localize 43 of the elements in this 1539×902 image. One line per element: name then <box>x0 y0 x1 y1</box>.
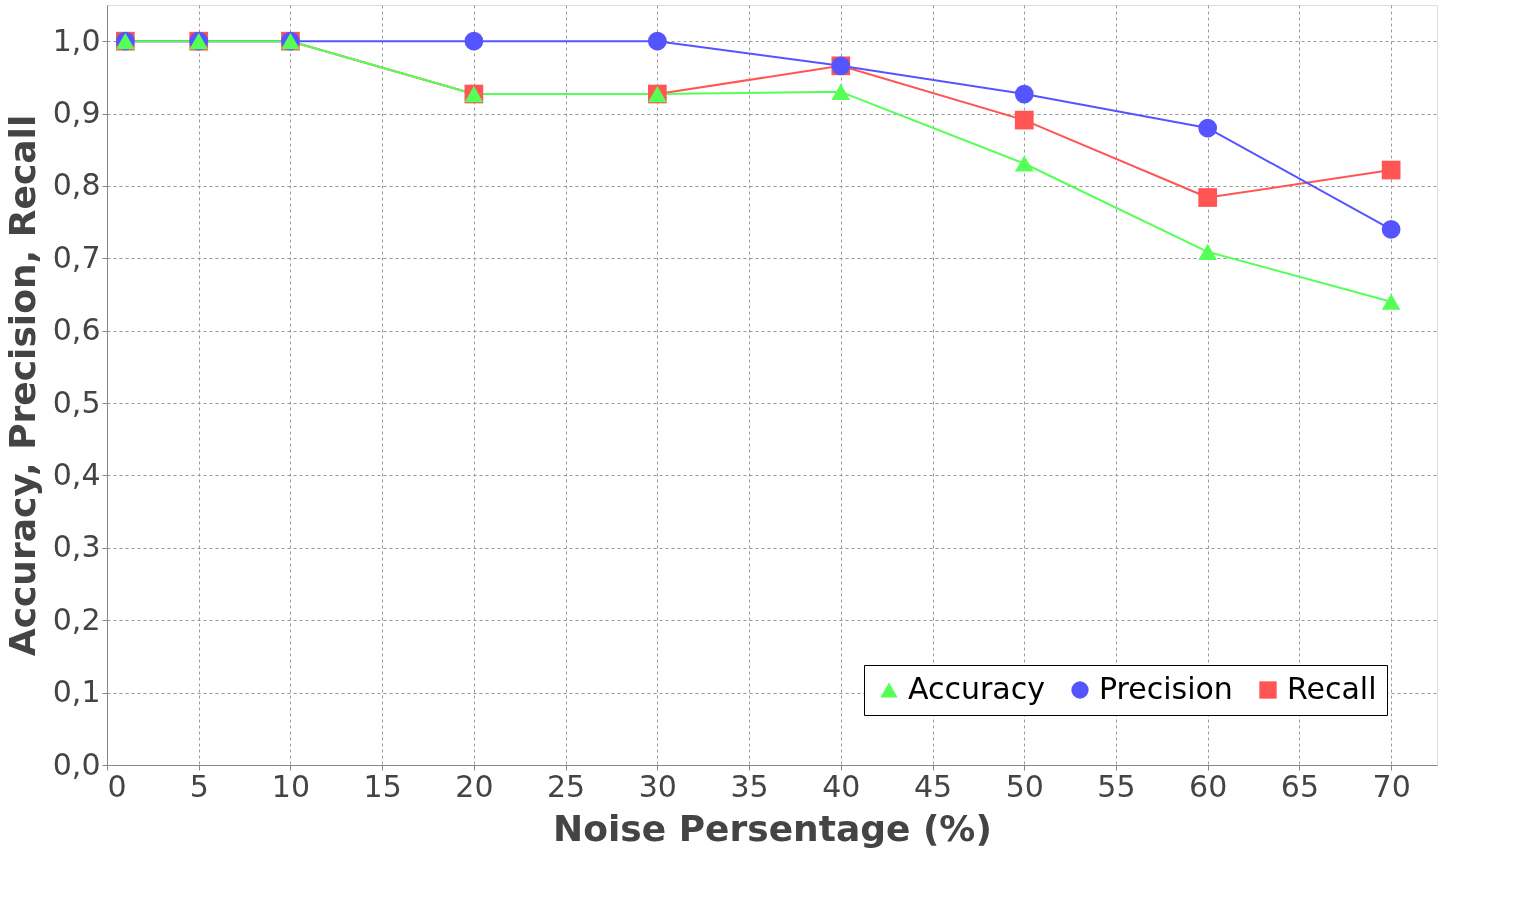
x-tick-label: 5 <box>189 768 209 804</box>
legend-label: Precision <box>1099 671 1233 706</box>
x-tick-label: 55 <box>1097 768 1136 804</box>
legend-label: Recall <box>1287 671 1377 706</box>
x-tick-label: 45 <box>913 768 953 804</box>
y-tick-label: 0,9 <box>52 95 101 131</box>
point <box>1381 220 1401 239</box>
y-tick-label: 0,1 <box>52 674 101 710</box>
y-tick-label: 0,4 <box>52 456 101 492</box>
x-tick-label: 20 <box>455 768 494 804</box>
x-tick-label: 0 <box>107 768 127 804</box>
y-tick-label: 0,5 <box>52 384 101 420</box>
y-tick-label: 0,0 <box>52 746 101 782</box>
x-tick-label: 40 <box>822 768 861 804</box>
legend-label: Accuracy <box>908 671 1045 706</box>
x-tick-label: 65 <box>1280 768 1320 804</box>
x-tick-label: 10 <box>271 768 311 804</box>
x-axis-title: Noise Persentage (%) <box>553 807 992 849</box>
point <box>1198 118 1218 138</box>
x-tick-label: 50 <box>1005 768 1044 804</box>
point <box>1198 188 1218 207</box>
point <box>647 31 667 51</box>
point <box>1381 293 1401 310</box>
point <box>831 83 851 100</box>
y-tick-label: 1,0 <box>52 22 101 58</box>
x-tick-label: 60 <box>1189 768 1228 804</box>
x-tick-label: 30 <box>638 768 677 804</box>
x-tick-label: 35 <box>730 768 769 804</box>
y-tick-label: 0,7 <box>52 239 101 275</box>
x-tick-label: 15 <box>363 768 402 804</box>
x-tick-label: 70 <box>1372 768 1411 804</box>
point <box>464 31 484 51</box>
point <box>1014 155 1034 172</box>
y-tick-label: 0,6 <box>52 312 101 348</box>
point <box>1014 84 1034 104</box>
point <box>1198 243 1218 260</box>
point <box>1381 160 1401 180</box>
x-tick-label: 25 <box>547 768 586 804</box>
y-tick-label: 0,8 <box>52 167 101 203</box>
y-tick-label: 0,3 <box>52 529 101 565</box>
y-tick-label: 0,2 <box>52 601 101 637</box>
point <box>1014 110 1034 130</box>
y-axis-title: Accuracy, Precision, Recall <box>1 114 43 657</box>
